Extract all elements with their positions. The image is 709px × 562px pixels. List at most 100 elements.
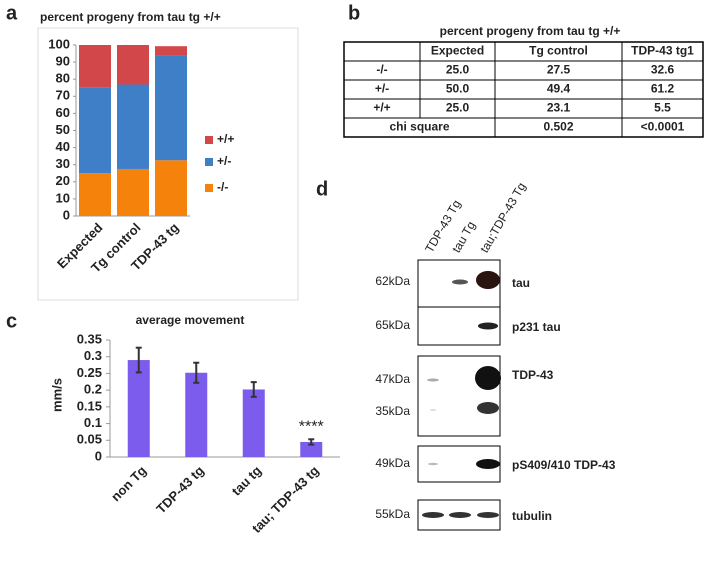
bar [127,360,150,457]
lane-label: tau;TDP-43 Tg [477,180,528,255]
blot-band [478,322,498,330]
x-tick-label: tau tg [229,463,265,499]
error-bar [193,361,200,384]
y-tick-label: 100 [48,36,70,51]
y-tick-label: 10 [56,190,70,205]
blot-band [477,402,499,414]
size-marker: 47kDa [375,372,410,386]
y-tick-label: 40 [56,139,70,154]
blot-band [427,378,439,382]
bar-segment [155,160,187,216]
bar-segment [79,87,111,174]
y-tick-label: 0.1 [84,415,102,430]
y-axis-label: mm/s [49,378,64,412]
table-cell: <0.0001 [641,120,685,134]
bar-segment [155,55,187,161]
legend-label: +/+ [217,132,234,146]
bar-segment [117,84,149,169]
error-bar [250,381,257,398]
x-tick-label: TDP-43 tg [153,463,207,517]
size-marker: 65kDa [375,318,410,332]
panel-letter: d [316,178,328,200]
blot-label: TDP-43 [512,368,554,382]
y-tick-label: 30 [56,156,70,171]
table-cell: -/- [376,63,387,77]
x-tick-label: non Tg [108,463,149,504]
blot-label: tau [512,276,530,290]
y-tick-label: 0 [63,207,70,222]
table-cell: 25.0 [446,101,470,115]
table-frame [343,41,704,138]
legend-label: +/- [217,154,231,168]
table-cell: 50.0 [446,82,470,96]
table-header: TDP-43 tg1 [631,44,694,58]
legend-swatch [205,136,213,144]
y-tick-label: 0 [95,448,102,463]
y-tick-label: 0.15 [77,398,102,413]
blot-label: tubulin [512,509,552,523]
y-tick-label: 0.05 [77,432,102,447]
error-bar [308,438,315,446]
size-marker: 35kDa [375,404,410,418]
blot-band [475,366,501,390]
y-tick-label: 0.3 [84,348,102,363]
legend-label: -/- [217,180,228,194]
table-cell: +/+ [373,101,390,115]
blot-band [452,279,468,285]
y-tick-label: 80 [56,71,70,86]
table-cell: 23.1 [547,101,571,115]
panel-a-frame [37,27,299,301]
table-cell: 0.502 [543,120,573,134]
bar-segment [79,45,111,88]
table-cell: chi square [389,120,449,134]
y-tick-label: 50 [56,122,70,137]
bar-segment [117,45,149,85]
y-tick-label: 0.25 [77,365,102,380]
table-cell: 32.6 [651,63,675,77]
blot-band [430,409,436,411]
table-header: Tg control [529,44,588,58]
chart-title: percent progeny from tau tg +/+ [40,10,221,24]
y-tick-label: 20 [56,173,70,188]
y-tick-label: 0.35 [77,331,102,346]
bar-segment [79,173,111,216]
blot-band [476,459,500,469]
y-tick-label: 70 [56,88,70,103]
table-header: Expected [431,44,484,58]
size-marker: 49kDa [375,456,410,470]
bar [242,389,265,457]
y-tick-label: 60 [56,105,70,120]
error-bar [135,346,142,374]
panel-letter: b [348,2,360,24]
table-cell: 5.5 [654,101,671,115]
blot-band [476,271,500,289]
bar-segment [117,168,149,216]
blot-label: p231 tau [512,320,561,334]
blot-band [422,512,444,518]
blot-band [428,462,438,466]
legend-swatch [205,184,213,192]
annotation: **** [299,419,324,436]
chart-title: average movement [136,313,245,327]
y-tick-label: 90 [56,54,70,69]
panel-letter: a [6,2,18,24]
bar [300,441,323,457]
lane-label: tau Tg [449,219,478,255]
bar-segment [155,46,187,56]
legend-swatch [205,158,213,166]
panel-letter: c [6,310,17,332]
size-marker: 62kDa [375,274,410,288]
blot-label: pS409/410 TDP-43 [512,458,616,472]
table-cell: 25.0 [446,63,470,77]
table-cell: 27.5 [547,63,571,77]
blot-band [477,512,499,518]
table-title: percent progeny from tau tg +/+ [440,24,621,38]
table-cell: +/- [375,82,389,96]
table-cell: 61.2 [651,82,675,96]
bar [185,372,208,457]
table-cell: 49.4 [547,82,571,96]
blot-band [449,512,471,518]
size-marker: 55kDa [375,507,410,521]
y-tick-label: 0.2 [84,382,102,397]
